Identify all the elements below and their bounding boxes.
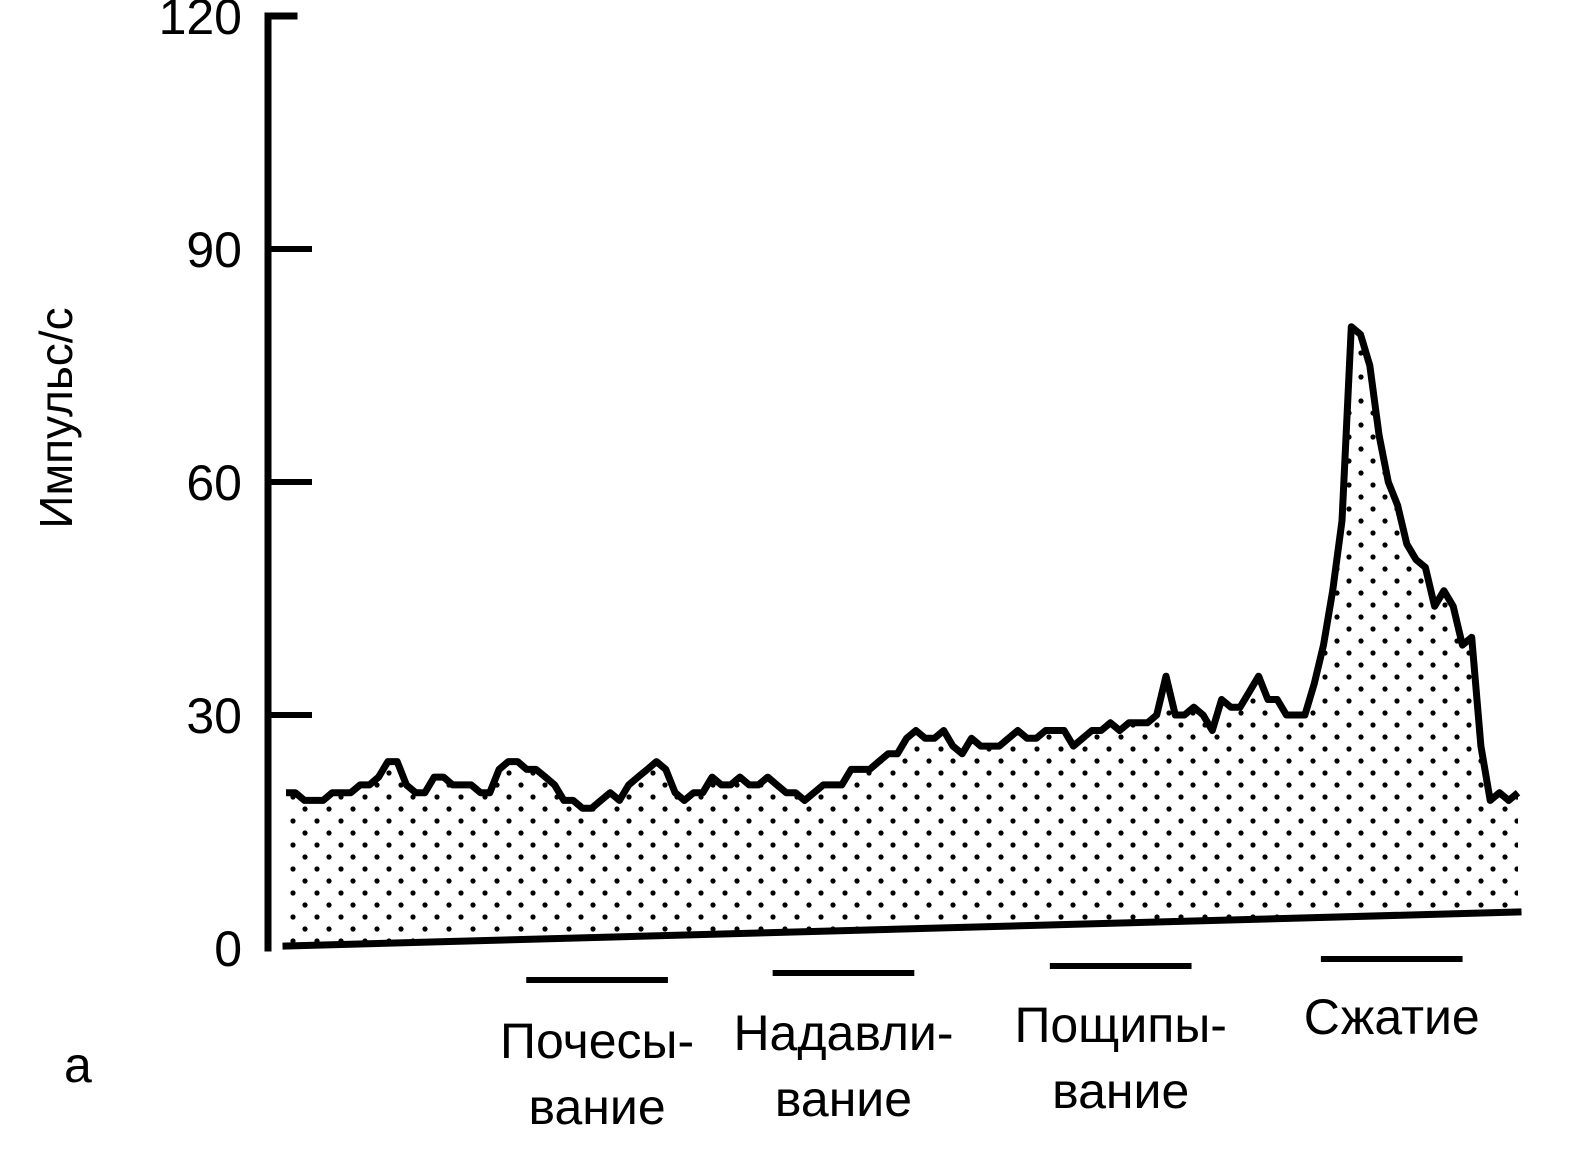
stimulus-label-line2: вание [528,1079,665,1135]
stimulus-label: Надавли- [733,1005,953,1061]
stimulus-label: Сжатие [1304,989,1480,1045]
y-tick-label: 120 [159,0,242,45]
y-tick-label: 60 [186,455,242,511]
series-area [286,326,1518,946]
stimulus-label: Пощипы- [1014,997,1226,1053]
y-tick-label: 90 [186,222,242,278]
stimulus-label-line2: вание [775,1071,912,1127]
panel-label: а [64,1037,92,1093]
y-axis [264,12,298,952]
stimulus-label-line2: вание [1052,1063,1189,1119]
y-ticks: 0 30 60 90 120 [159,0,312,977]
series-line [286,323,1521,812]
stimulus-markers: Почесы-вание Надавли-вание Пощипы-вание Сжа… [500,956,1480,1135]
y-axis-label: Импульс/с [30,307,82,528]
y-tick-label: 0 [214,921,242,977]
x-axis [282,908,1522,950]
y-tick-label: 30 [186,688,242,744]
stimulus-label: Почесы- [500,1013,694,1069]
